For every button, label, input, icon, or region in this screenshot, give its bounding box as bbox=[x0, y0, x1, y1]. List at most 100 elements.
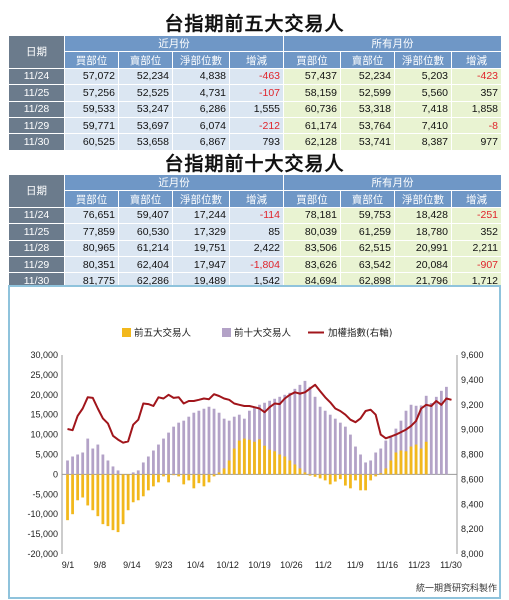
bar-top10 bbox=[364, 462, 367, 475]
bar-top5 bbox=[283, 456, 287, 475]
y-left-tick-label: 15,000 bbox=[30, 410, 58, 420]
y-left-tick-label: 5,000 bbox=[35, 450, 58, 460]
bar-top10 bbox=[136, 470, 140, 475]
x-tick-label: 10/12 bbox=[216, 560, 239, 570]
near-month-cell: 77,859 bbox=[64, 223, 119, 241]
bar-top10 bbox=[66, 460, 69, 475]
all-month-cell: 53,318 bbox=[340, 100, 395, 118]
bar-top5 bbox=[81, 474, 85, 498]
all-month-cell: 52,234 bbox=[340, 67, 395, 86]
bar-top5 bbox=[71, 474, 74, 515]
y-right-tick-label: 8,000 bbox=[461, 549, 484, 559]
bar-top5 bbox=[404, 451, 408, 475]
bar-top5 bbox=[242, 438, 246, 475]
bar-top10 bbox=[232, 416, 236, 475]
y-right-tick-label: 9,600 bbox=[461, 350, 484, 360]
bar-top5 bbox=[96, 474, 100, 517]
all-month-cell: 52,599 bbox=[340, 84, 395, 102]
bar-top5 bbox=[419, 448, 423, 475]
bar-top5 bbox=[167, 474, 170, 483]
bar-top5 bbox=[298, 468, 302, 475]
bar-top5 bbox=[313, 474, 317, 477]
all-month-cell: 7,418 bbox=[394, 100, 452, 118]
top5-title: 台指期前五大交易人 bbox=[164, 13, 345, 35]
x-tick-label: 11/2 bbox=[315, 560, 332, 570]
all-month-cell: 78,181 bbox=[283, 206, 341, 225]
top10-table: 日期 近月份 所有月份 買部位 賣部位 淨部位數 增減 買部位 賣部位 淨部位數 增減 11/24 76… bbox=[8, 173, 502, 290]
top10-title: 台指期前十大交易人 bbox=[164, 153, 345, 175]
bar-top10 bbox=[157, 444, 160, 475]
bar-top10 bbox=[172, 426, 176, 475]
table-row: 11/28 59,533 53,247 6,286 1,555 60,736 53,318 7… bbox=[8, 100, 502, 118]
bar-top5 bbox=[253, 441, 256, 475]
bar-top10 bbox=[116, 470, 120, 475]
near-month-cell: -463 bbox=[229, 67, 284, 86]
bar-top10 bbox=[273, 398, 277, 475]
y-left-tick-label: 10,000 bbox=[30, 430, 58, 440]
x-tick-label: 9/1 bbox=[62, 560, 75, 570]
bar-top5 bbox=[222, 468, 226, 475]
near-month-cell: 53,658 bbox=[118, 133, 173, 151]
row-date: 11/28 bbox=[8, 239, 65, 257]
y-right-tick-label: 8,800 bbox=[461, 450, 484, 460]
bar-top10 bbox=[197, 410, 201, 475]
bar-top5 bbox=[293, 464, 297, 475]
near-month-cell: 4,838 bbox=[172, 67, 230, 86]
y-left-tick-label: 25,000 bbox=[30, 370, 58, 380]
y-left-tick-label: 0 bbox=[53, 469, 58, 479]
all-month-cell: 61,259 bbox=[340, 223, 395, 241]
bar-top10 bbox=[369, 460, 373, 475]
bar-top5 bbox=[192, 474, 196, 489]
x-tick-label: 9/14 bbox=[123, 560, 141, 570]
bar-top5 bbox=[248, 439, 251, 475]
near-month-cell: -212 bbox=[229, 116, 284, 135]
bar-top10 bbox=[182, 420, 186, 475]
y-right-tick-label: 8,600 bbox=[461, 474, 484, 484]
column-header: 賣部位 bbox=[340, 51, 395, 69]
bar-top10 bbox=[313, 396, 317, 475]
bar-top5 bbox=[111, 474, 115, 531]
bar-top10 bbox=[141, 462, 145, 475]
bar-top10 bbox=[162, 438, 165, 475]
bar-top10 bbox=[106, 460, 110, 475]
bar-top5 bbox=[162, 474, 165, 477]
near-month-cell: 59,407 bbox=[118, 206, 173, 225]
near-month-header: 近月份 bbox=[64, 173, 284, 192]
bar-top10 bbox=[384, 440, 388, 475]
bar-top10 bbox=[303, 380, 307, 475]
all-month-cell: 80,039 bbox=[283, 223, 341, 241]
all-month-cell: 20,084 bbox=[394, 255, 452, 274]
all-month-cell: 58,159 bbox=[283, 84, 341, 102]
near-month-cell: 62,404 bbox=[118, 255, 173, 274]
table-row: 11/30 60,525 53,658 6,867 793 62,128 53,741 8,3… bbox=[8, 133, 502, 151]
near-month-cell: 6,286 bbox=[172, 100, 230, 118]
credit-text: 統一期貨研究科製作 bbox=[415, 583, 497, 593]
bar-top10 bbox=[86, 438, 90, 475]
column-header: 淨部位數 bbox=[172, 190, 230, 208]
bar-top5 bbox=[217, 472, 221, 475]
all-month-cell: 352 bbox=[451, 223, 502, 241]
y-left-tick-label: 20,000 bbox=[30, 390, 58, 400]
x-tick-label: 10/19 bbox=[248, 560, 271, 570]
bar-top5 bbox=[414, 444, 418, 475]
bar-top5 bbox=[273, 451, 277, 475]
bar-top5 bbox=[187, 474, 191, 481]
all-month-cell: 53,764 bbox=[340, 116, 395, 135]
bar-top5 bbox=[318, 474, 322, 479]
bar-top5 bbox=[106, 474, 110, 527]
bar-top5 bbox=[86, 474, 90, 506]
bar-top5 bbox=[333, 474, 337, 482]
table-row: 11/24 76,651 59,407 17,244 -114 78,181 59,753 1… bbox=[8, 206, 502, 225]
date-header: 日期 bbox=[8, 174, 65, 208]
chart-panel: -20,000 -15,000 -10,000 -5,000 0 5,000 10,000 1… bbox=[8, 285, 501, 599]
x-tick-label: 11/23 bbox=[408, 560, 430, 570]
date-header: 日期 bbox=[8, 35, 65, 69]
bar-top5 bbox=[349, 474, 352, 489]
all-month-cell: 83,626 bbox=[283, 255, 341, 274]
bar-top10 bbox=[131, 472, 135, 475]
table-row: 11/28 80,965 61,214 19,751 2,422 83,506 62,515… bbox=[8, 239, 502, 257]
bar-top10 bbox=[253, 406, 256, 475]
legend-label: 加權指數(右軸) bbox=[328, 327, 392, 339]
bar-top10 bbox=[349, 434, 352, 475]
near-month-cell: 4,731 bbox=[172, 84, 230, 102]
